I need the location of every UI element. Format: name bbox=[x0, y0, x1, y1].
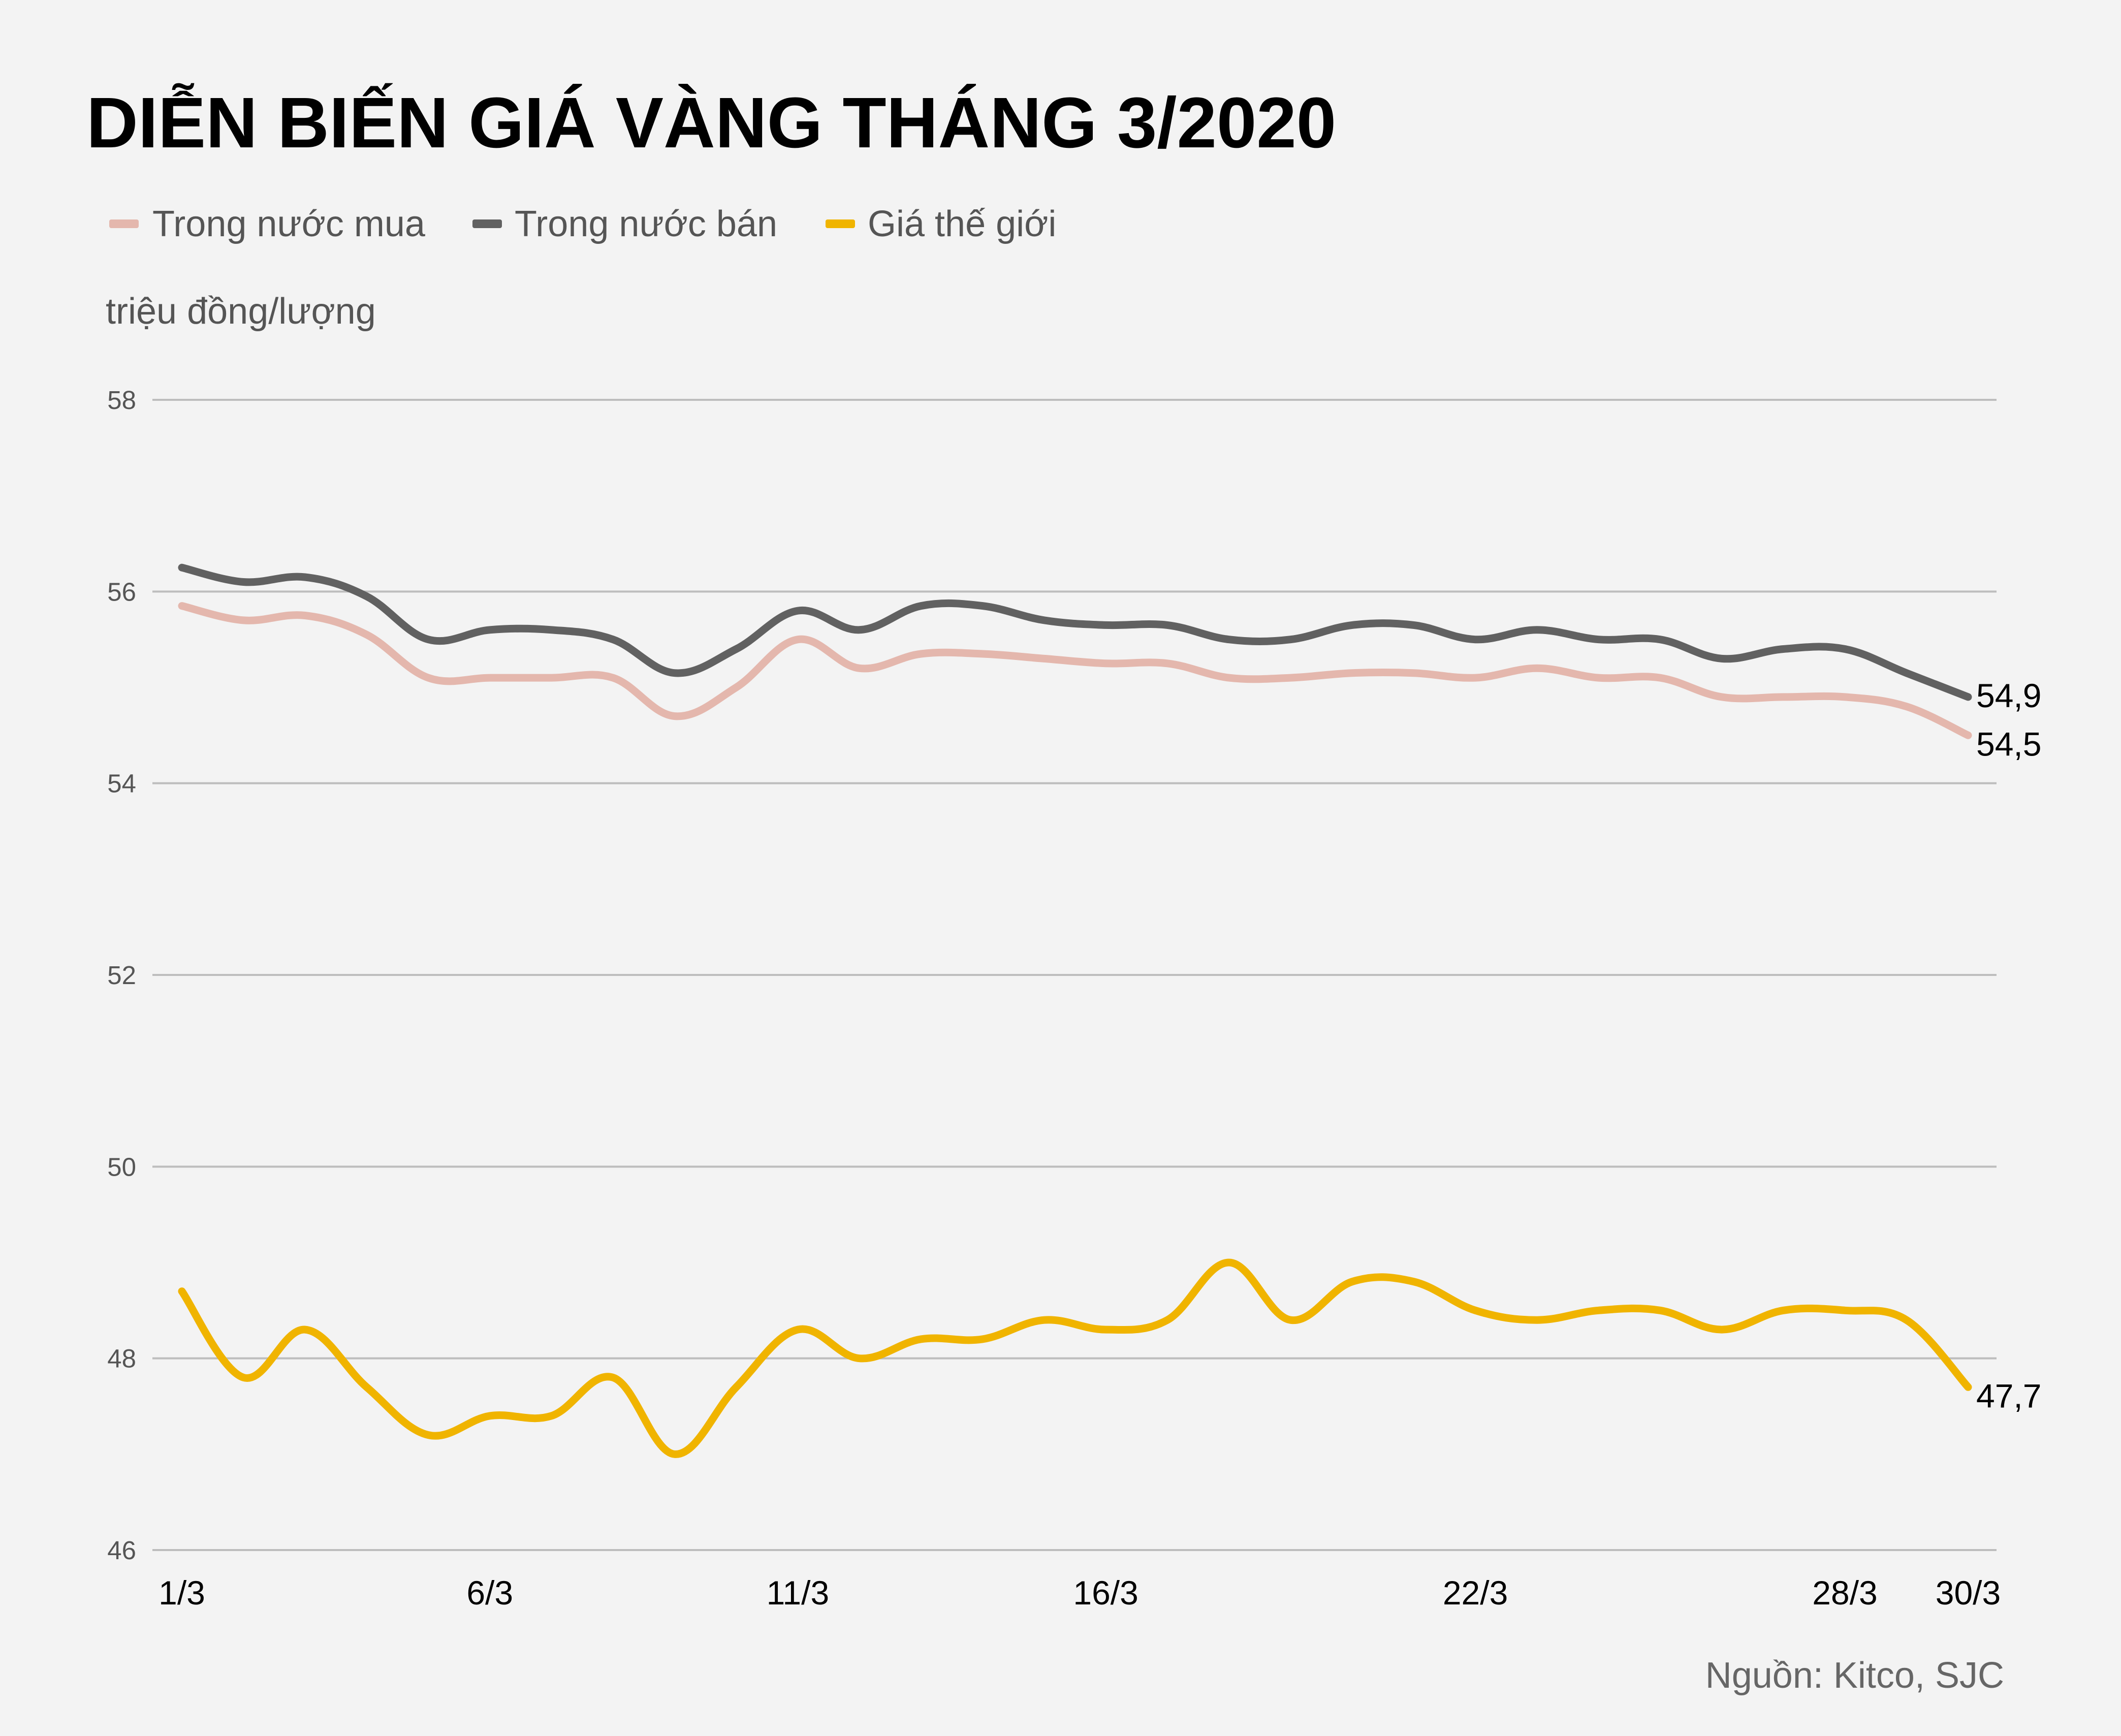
x-tick-label-1-3: 1/3 bbox=[159, 1574, 205, 1612]
y-tick-label-56: 56 bbox=[107, 577, 136, 606]
x-tick-label-11-3: 11/3 bbox=[767, 1574, 830, 1612]
legend-item-domestic-buy[interactable]: Trong nước mua bbox=[109, 204, 426, 244]
x-tick-label-22-3: 22/3 bbox=[1443, 1574, 1508, 1612]
gridlines bbox=[152, 399, 1997, 1551]
x-axis-ticks: 1/3 6/3 11/3 16/3 22/3 28/3 30/3 bbox=[159, 1574, 2001, 1612]
x-tick-label-30-3: 30/3 bbox=[1936, 1574, 2001, 1612]
source-note: Nguồn: Kitco, SJC bbox=[1705, 1655, 2004, 1696]
chart-title: DIỄN BIẾN GIÁ VÀNG THÁNG 3/2020 bbox=[86, 82, 1336, 163]
y-tick-label-46: 46 bbox=[107, 1536, 136, 1565]
legend-swatch-domestic-buy bbox=[109, 219, 139, 228]
legend: Trong nước mua Trong nước bán Giá thế gi… bbox=[109, 204, 1056, 244]
legend-label-domestic-buy: Trong nước mua bbox=[152, 204, 426, 244]
y-tick-label-58: 58 bbox=[107, 386, 136, 415]
y-axis-unit-label: triệu đồng/lượng bbox=[106, 291, 376, 332]
series-line-domestic-buy bbox=[178, 602, 1972, 739]
x-tick-label-16-3: 16/3 bbox=[1073, 1574, 1138, 1612]
y-tick-label-48: 48 bbox=[107, 1344, 136, 1373]
series-lines bbox=[178, 563, 1972, 1458]
y-tick-label-52: 52 bbox=[107, 961, 136, 990]
end-label-world-price: 47,7 bbox=[1976, 1377, 2041, 1414]
y-tick-label-50: 50 bbox=[107, 1152, 136, 1181]
legend-swatch-domestic-sell bbox=[472, 219, 502, 228]
end-labels: 54,5 54,9 47,7 bbox=[1976, 677, 2041, 1414]
series-line-domestic-sell bbox=[178, 563, 1972, 701]
series-line-world-price bbox=[178, 1258, 1972, 1458]
legend-label-world-price: Giá thế giới bbox=[868, 204, 1056, 244]
end-label-domestic-sell: 54,9 bbox=[1976, 677, 2041, 714]
end-label-domestic-buy: 54,5 bbox=[1976, 725, 2041, 763]
legend-item-domestic-sell[interactable]: Trong nước bán bbox=[472, 204, 777, 244]
y-axis-ticks: 46 48 50 52 54 56 58 bbox=[107, 386, 136, 1565]
legend-swatch-world-price bbox=[826, 219, 855, 228]
y-tick-label-54: 54 bbox=[107, 769, 136, 798]
x-tick-label-28-3: 28/3 bbox=[1812, 1574, 1877, 1612]
legend-item-world-price[interactable]: Giá thế giới bbox=[826, 204, 1056, 244]
x-tick-label-6-3: 6/3 bbox=[466, 1574, 513, 1612]
legend-label-domestic-sell: Trong nước bán bbox=[515, 204, 777, 244]
